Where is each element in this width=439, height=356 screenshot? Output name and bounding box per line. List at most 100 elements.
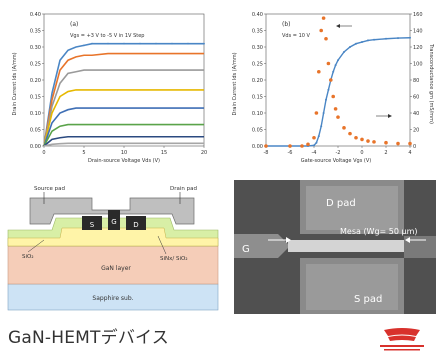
chart-a-xtick-label: 10 bbox=[121, 150, 127, 156]
chart-b-ytick-left-label: 0.00 bbox=[252, 144, 263, 150]
cross-section-svg: Sapphire sub. GaN layer S G D Source pad… bbox=[4, 180, 222, 314]
chart-b-ids-point bbox=[397, 37, 399, 40]
chart-b-arrowhead-right bbox=[388, 114, 392, 118]
chart-b-ytick-right-label: 160 bbox=[413, 12, 423, 18]
chart-b-ids-point bbox=[349, 46, 351, 48]
chart-b-gm-point bbox=[384, 140, 388, 145]
chart-b-ids-point bbox=[343, 50, 345, 53]
chart-a-series-line-4 bbox=[43, 107, 204, 147]
chart-a-series-line-1 bbox=[43, 52, 204, 147]
chart-a-point bbox=[171, 42, 173, 45]
chart-b-gm-point bbox=[264, 144, 268, 148]
chart-b-ids-point bbox=[325, 98, 327, 101]
chart-b-gm-point bbox=[317, 69, 321, 74]
chart-b-arrowhead-left bbox=[336, 24, 340, 28]
chart-b-ytick-right-label: 100 bbox=[413, 62, 423, 68]
chart-b-xtick-label: -6 bbox=[288, 150, 293, 156]
chart-b-ytick-right-label: 0 bbox=[413, 144, 416, 150]
chart-b-ids-point bbox=[317, 135, 320, 138]
chart-b-xtick-label: -8 bbox=[264, 150, 269, 156]
chart-a-ytick-label: 0.20 bbox=[30, 78, 41, 84]
chart-a-series-line-3 bbox=[43, 89, 204, 147]
chart-b-gm-point bbox=[366, 139, 370, 143]
g-label: G bbox=[111, 218, 116, 226]
chart-b-gm-point bbox=[314, 111, 319, 115]
chart-b-ids-point bbox=[361, 41, 363, 44]
chart-a-ytick-label: 0.40 bbox=[30, 12, 41, 18]
sem-micrograph: D pad S pad G Mesa (Wg= 50 μm) bbox=[234, 180, 436, 314]
gate-contact bbox=[108, 210, 120, 230]
chart-a-ytick-label: 0.30 bbox=[30, 45, 41, 51]
chart-b-ids-point bbox=[373, 38, 375, 41]
chart-b-xtick-label: 2 bbox=[384, 150, 387, 156]
sem-svg: D pad S pad G Mesa (Wg= 50 μm) bbox=[234, 180, 436, 314]
chart-b-ids-point bbox=[313, 144, 315, 147]
sem-finger-label: Mesa (Wg= 50 μm) bbox=[340, 227, 418, 236]
chart-b-ytick-left-label: 0.20 bbox=[252, 78, 263, 84]
chart-b-gm-point bbox=[321, 16, 326, 20]
chart-transfer: -8 -6 -4 -2 0 2 4 0.00 0.05 0.10 0.15 0.20 0.25 0.30 0… bbox=[226, 4, 436, 166]
chart-a-legend: Vgs = +3 V to -5 V in 1V Step bbox=[70, 33, 144, 39]
chart-b-ytick-right-label: 80 bbox=[413, 78, 419, 84]
s-label: S bbox=[90, 221, 95, 229]
sem-d-pad-label: D pad bbox=[326, 198, 356, 209]
chart-b-ids-point bbox=[322, 112, 325, 114]
drain-pad-label: Drain pad bbox=[170, 186, 197, 192]
chart-a-point bbox=[139, 42, 141, 45]
chart-b-gm-point bbox=[288, 144, 292, 148]
chart-b-svg: -8 -6 -4 -2 0 2 4 0.00 0.05 0.10 0.15 0.20 0.25 0.30 0… bbox=[226, 4, 436, 166]
chart-a-point bbox=[91, 42, 93, 45]
chart-b-ytick-left-label: 0.40 bbox=[252, 12, 263, 18]
chart-a-series-line-2 bbox=[43, 69, 204, 147]
sio2-label: SiO₂ bbox=[22, 254, 34, 260]
chart-a-point bbox=[155, 42, 157, 45]
chart-b-xtick-label: 4 bbox=[408, 150, 411, 156]
chart-b-ytick-right-label: 120 bbox=[413, 45, 423, 51]
chart-a-series-line-0 bbox=[43, 42, 204, 147]
gan-layer bbox=[7, 245, 219, 285]
chart-b-gm-point bbox=[342, 126, 346, 130]
chart-b-gm-point bbox=[306, 142, 310, 147]
chart-b-gm-point bbox=[324, 36, 328, 41]
chart-b-gm-point bbox=[354, 135, 358, 140]
chart-b-ylabel-right: Transconductance gm (mS/mm) bbox=[428, 43, 434, 124]
chart-ids-vds: 0 5 10 15 20 0.00 0.05 0.10 0.15 0.20 0.25 0.30 0.35… bbox=[4, 4, 212, 166]
chart-a-point bbox=[203, 42, 205, 45]
chart-a-ytick-label: 0.10 bbox=[30, 111, 41, 117]
chart-b-ids-point bbox=[334, 64, 337, 67]
chart-b-ytick-left-label: 0.25 bbox=[252, 62, 263, 68]
chart-b-gm-point bbox=[319, 28, 323, 33]
chart-b-ytick-right-label: 40 bbox=[413, 111, 419, 117]
gan-label: GaN layer bbox=[101, 265, 131, 272]
chart-a-xlabel: Drain-source Voltage Vds (V) bbox=[88, 158, 160, 164]
chart-b-ytick-left-label: 0.35 bbox=[252, 29, 263, 35]
chart-b-ytick-left-label: 0.15 bbox=[252, 95, 263, 101]
chart-a-point bbox=[107, 42, 109, 45]
chart-b-gm-point bbox=[300, 144, 304, 148]
chart-b-ids-point bbox=[332, 70, 335, 73]
source-pad-label: Source pad bbox=[34, 186, 65, 192]
substrate-label: Sapphire sub. bbox=[92, 295, 133, 302]
chart-b-ytick-right-label: 60 bbox=[413, 95, 419, 101]
chart-a-ytick-label: 0.25 bbox=[30, 62, 41, 68]
chart-b-ids-line bbox=[266, 37, 411, 147]
chart-b-gm-point bbox=[360, 137, 364, 142]
chart-b-ids-point bbox=[385, 37, 387, 40]
chart-a-series-line-7 bbox=[43, 142, 204, 147]
chart-b-ids-point bbox=[320, 125, 323, 128]
chart-b-ids-point bbox=[367, 39, 369, 42]
chart-b-xlabel: Gate-source Voltage Vgs (V) bbox=[301, 158, 371, 164]
chart-b-gm-point bbox=[408, 141, 412, 146]
chart-b-gm-point bbox=[326, 61, 331, 66]
chart-b-xtick-label: -4 bbox=[312, 150, 317, 156]
chart-b-ids-point bbox=[315, 141, 318, 144]
logo-icon bbox=[380, 328, 424, 351]
chart-b-ytick-left-label: 0.10 bbox=[252, 111, 263, 117]
chart-b-legend: Vds = 10 V bbox=[282, 33, 311, 39]
sem-g-label: G bbox=[242, 244, 250, 255]
chart-b-gm-point bbox=[372, 140, 376, 144]
chart-b-ytick-left-label: 0.30 bbox=[252, 45, 263, 51]
chart-b-gm-point bbox=[396, 141, 400, 146]
chart-b-ids-point bbox=[337, 59, 339, 62]
chart-b-panel-label: (b) bbox=[282, 21, 291, 28]
